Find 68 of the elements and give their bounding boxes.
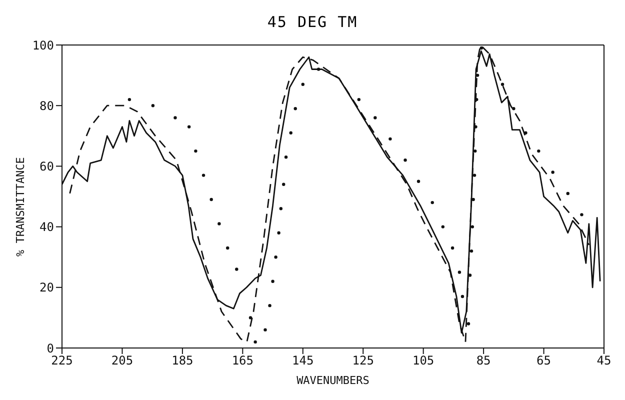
x-tick-label: 145 — [292, 354, 314, 368]
x-tick-label: 225 — [51, 354, 73, 368]
chart-title: 45 DEG TM — [266, 12, 359, 33]
point — [524, 131, 528, 134]
point — [289, 131, 292, 134]
x-tick-label: 125 — [352, 354, 374, 368]
point — [416, 180, 420, 183]
point — [357, 98, 360, 102]
x-tick-label: 45 — [596, 354, 612, 368]
point — [466, 322, 470, 326]
point — [374, 116, 377, 120]
point — [500, 82, 504, 86]
x-axis-title: WAVENUMBERS — [296, 374, 370, 387]
point — [254, 340, 257, 344]
point — [474, 149, 477, 153]
point — [210, 198, 213, 202]
point — [430, 200, 434, 204]
point — [470, 225, 474, 228]
point — [460, 294, 464, 298]
y-tick-label: 80 — [40, 98, 54, 113]
point — [450, 246, 454, 250]
y-tick-label: 40 — [40, 220, 54, 234]
point — [174, 116, 177, 120]
point — [294, 107, 297, 110]
point — [268, 304, 272, 308]
y-tick-label: 20 — [40, 280, 54, 295]
point — [271, 280, 274, 283]
point — [537, 149, 540, 153]
point — [279, 207, 283, 210]
point — [202, 174, 206, 177]
point — [472, 198, 475, 202]
y-tick-label: 60 — [40, 159, 54, 174]
point — [151, 104, 155, 108]
x-tick-label: 205 — [111, 354, 134, 368]
x-tick-label: 85 — [476, 354, 491, 368]
point — [512, 107, 516, 110]
point — [480, 46, 484, 50]
x-tick-label: 185 — [172, 354, 194, 368]
point — [470, 249, 474, 253]
point — [128, 98, 132, 102]
x-tick-label: 65 — [536, 354, 552, 368]
point — [282, 182, 286, 186]
y-tick-label: 0 — [46, 341, 54, 356]
point — [441, 225, 445, 228]
point — [274, 256, 278, 259]
x-tick-label: 105 — [412, 354, 434, 368]
x-tick-label: 165 — [232, 354, 254, 368]
point — [235, 268, 238, 271]
point — [194, 149, 198, 153]
point — [468, 274, 472, 277]
point — [264, 328, 267, 332]
point — [472, 174, 476, 177]
point — [226, 246, 230, 250]
point — [218, 222, 221, 226]
point — [458, 270, 462, 274]
point — [404, 158, 407, 162]
point — [301, 82, 304, 86]
point — [277, 231, 280, 234]
point — [316, 68, 320, 71]
point — [566, 192, 570, 196]
point — [551, 170, 554, 174]
point — [580, 213, 584, 216]
y-axis-title: % TRANSMITTANCE — [14, 157, 27, 256]
point — [388, 137, 392, 141]
point — [248, 316, 252, 320]
y-tick-label: 100 — [32, 38, 54, 52]
point — [284, 156, 288, 159]
point — [187, 125, 191, 128]
